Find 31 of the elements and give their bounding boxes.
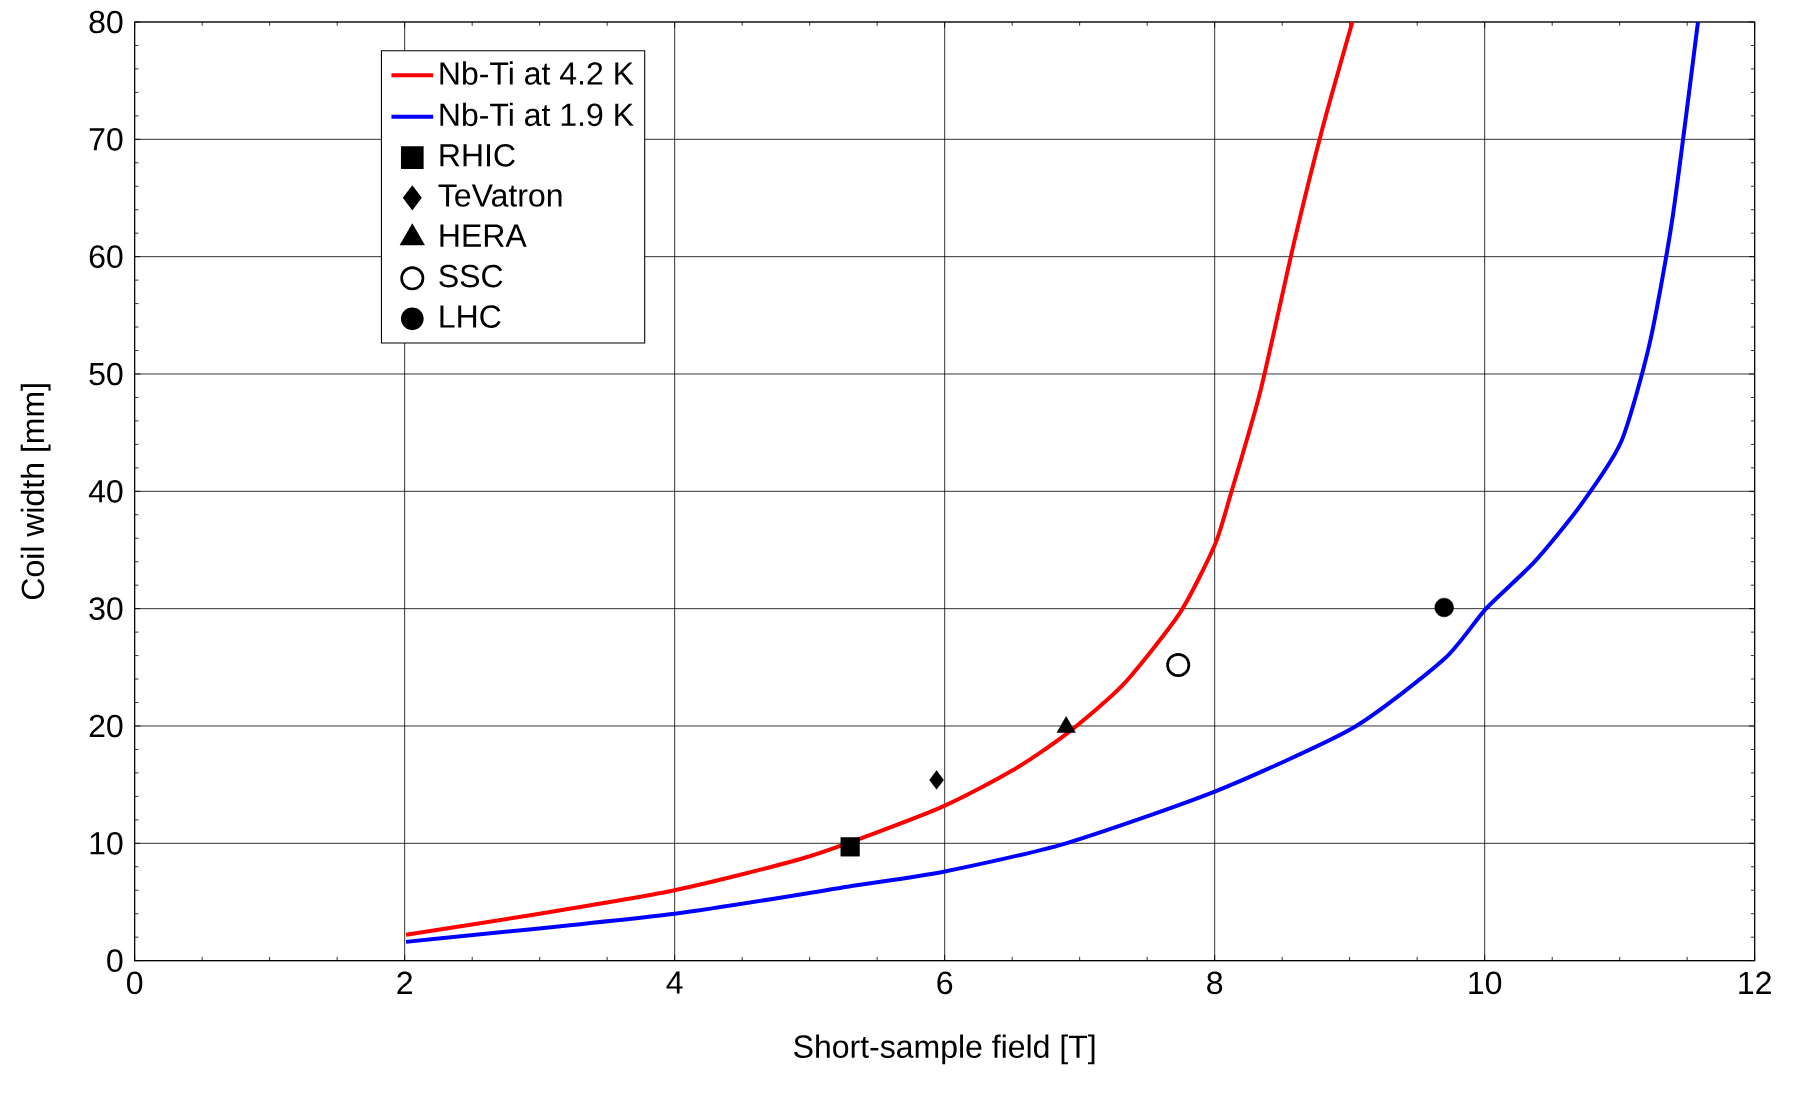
line-series [404,21,1700,944]
legend-label: TeVatron [438,184,562,207]
y-tick-label: 70 [89,127,123,151]
y-tick-label: 80 [89,10,123,34]
legend-label: LHC [440,305,501,328]
x-tick-label: 4 [666,971,683,994]
line-series [404,21,1355,937]
y-tick-label: 0 [107,949,123,972]
x-tick-label: 12 [1739,971,1771,994]
y-tick-label: 50 [89,362,123,386]
y-tick-label: 40 [88,479,123,503]
y-tick-label: 10 [90,831,123,855]
y-tick-label: 20 [89,714,123,738]
x-axis-title: Short-sample field [T] [794,1034,1095,1065]
legend-label: Nb-Ti at 4.2 K [440,61,634,85]
point [840,837,860,857]
x-tick-label: 8 [1207,971,1223,995]
point [929,770,944,790]
x-tick-label: 6 [937,971,953,995]
x-tick-label: 2 [397,971,412,994]
x-tick-label: 0 [127,971,143,995]
legend-label: HERA [440,224,527,247]
point [1434,597,1454,617]
y-tick-label: 30 [89,597,123,620]
y-axis-title: Coil width [mm] [20,384,51,599]
y-tick-label: 60 [89,245,123,268]
point [1166,652,1191,677]
legend-label: RHIC [440,143,515,167]
x-tick-label: 10 [1469,971,1502,995]
legend-label: SSC [439,264,503,288]
legend-label: Nb-Ti at 1.9 K [440,102,634,127]
